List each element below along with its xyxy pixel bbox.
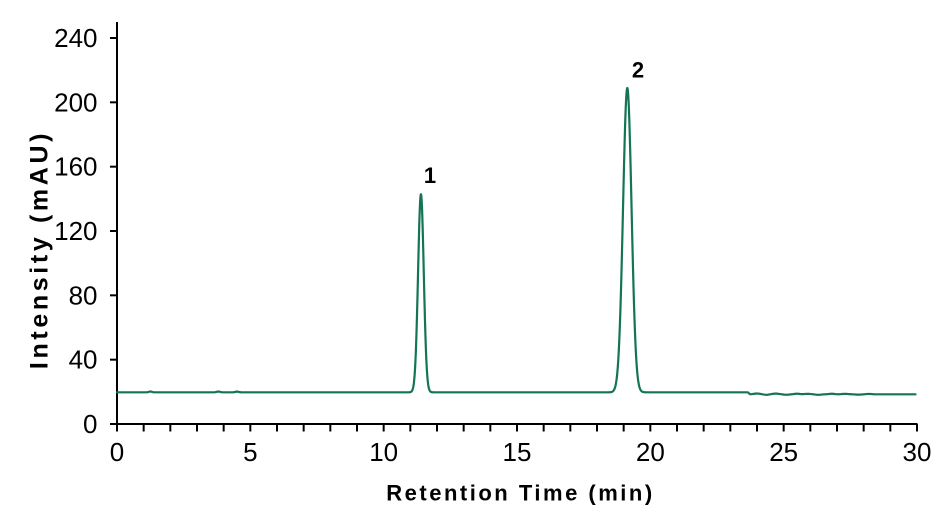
svg-text:1: 1 (424, 163, 436, 188)
svg-text:Intensity (mAU): Intensity (mAU) (26, 130, 54, 369)
svg-text:0: 0 (83, 409, 97, 439)
svg-text:40: 40 (69, 345, 98, 375)
svg-text:20: 20 (636, 437, 665, 467)
svg-text:10: 10 (369, 437, 398, 467)
svg-text:0: 0 (110, 437, 124, 467)
svg-text:240: 240 (54, 23, 97, 53)
svg-text:2: 2 (632, 58, 644, 83)
svg-text:5: 5 (243, 437, 257, 467)
svg-text:160: 160 (54, 152, 97, 182)
svg-text:200: 200 (54, 87, 97, 117)
svg-text:Retention Time (min): Retention Time (min) (386, 481, 654, 506)
svg-text:15: 15 (503, 437, 532, 467)
svg-text:120: 120 (54, 216, 97, 246)
svg-text:25: 25 (769, 437, 798, 467)
svg-text:80: 80 (69, 280, 98, 310)
svg-text:30: 30 (903, 437, 932, 467)
